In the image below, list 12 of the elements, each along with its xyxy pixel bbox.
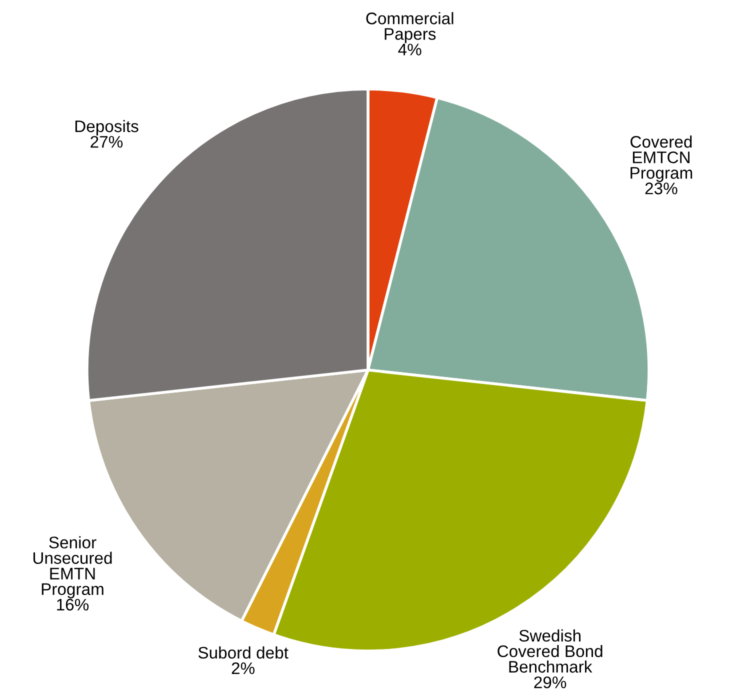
data-label: 27% [90, 136, 123, 148]
data-label: 29% [534, 676, 566, 688]
slice-label: Commercial Papers [366, 12, 454, 44]
slice-label: Senior Unsecured EMTN Program [33, 536, 112, 598]
data-label: 16% [57, 598, 89, 611]
slice-label: Swedish Covered Bond Benchmark [498, 629, 602, 673]
data-label: 4% [398, 44, 422, 56]
slice-label: Covered EMTCN Program [630, 136, 692, 182]
slice-label: Subord debt [198, 646, 288, 659]
data-label: 23% [645, 182, 678, 194]
data-label: 2% [232, 662, 255, 674]
slice-label: Deposits [75, 120, 138, 136]
